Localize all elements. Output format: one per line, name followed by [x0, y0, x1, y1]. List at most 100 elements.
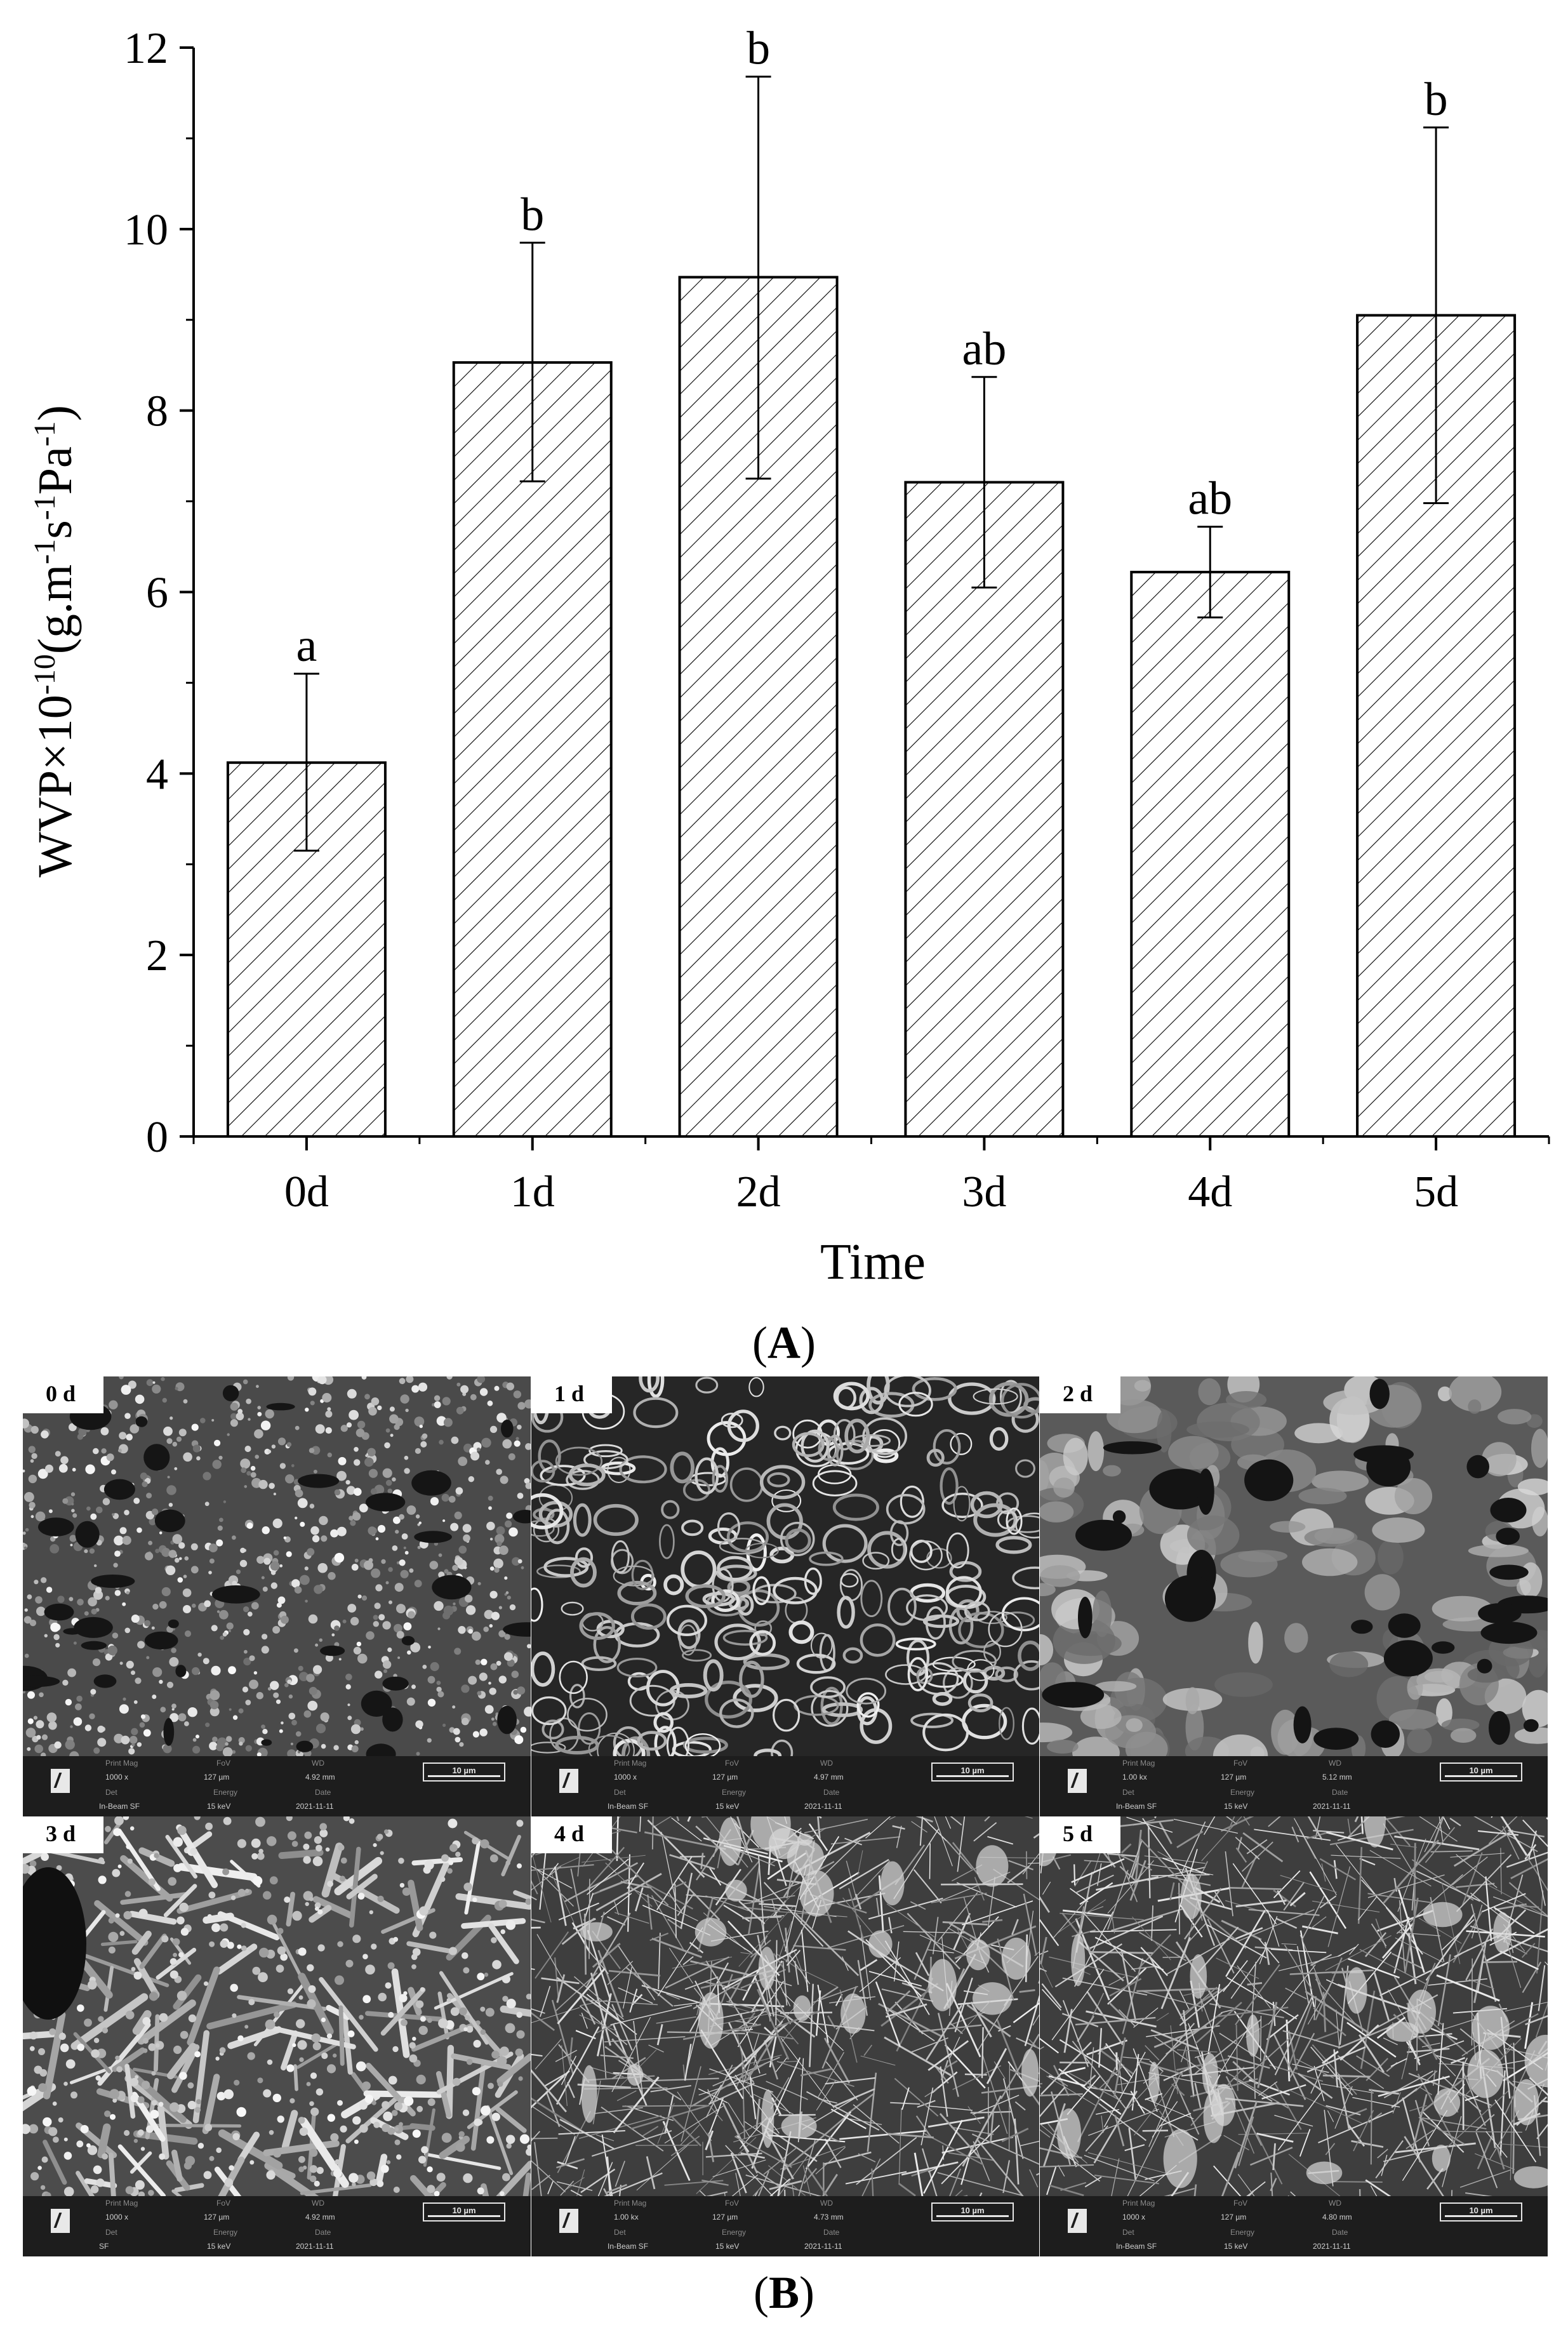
sem-info-value: 2021-11-11 — [804, 2242, 842, 2251]
y-tick-label: 2 — [146, 931, 168, 980]
sem-info-heading: Energy — [722, 1788, 747, 1797]
sem-info-value: 15 keV — [1224, 2242, 1248, 2251]
scale-bar-label: 10 µm — [452, 1766, 476, 1775]
sem-panel-3d: 3 d Print Mag 1000 x FoV 127 µm WD 4.92 mm Det S… — [23, 1816, 531, 2256]
y-tick-label: 0 — [146, 1113, 168, 1162]
sem-info-bar: Print Mag 1.00 kx FoV 127 µm WD 5.12 mm Det In-… — [1040, 1756, 1548, 1816]
sem-info-heading: Det — [105, 2228, 117, 2237]
x-tick-label-1d: 1d — [510, 1168, 555, 1216]
sem-day-label: 3 d — [23, 1816, 104, 1853]
sem-info-value: 4.73 mm — [814, 2213, 844, 2222]
sem-info-bar: Print Mag 1000 x FoV 127 µm WD 4.92 mm Det In-B… — [23, 1756, 531, 1816]
sem-info-value: 2021-11-11 — [296, 1802, 334, 1811]
sem-info-heading: Date — [1332, 1788, 1348, 1797]
scale-bar-line — [936, 1775, 1009, 1777]
sem-panel-0d: 0 d Print Mag 1000 x FoV 127 µm WD 4.92 mm Det I… — [23, 1376, 531, 1816]
sem-info-heading: Print Mag — [105, 2199, 138, 2208]
sem-info-value: 4.80 mm — [1322, 2213, 1352, 2222]
sem-info-value: 1000 x — [105, 1773, 129, 1782]
sem-day-label: 1 d — [531, 1376, 613, 1413]
sem-info-value: 127 µm — [712, 2213, 738, 2222]
scale-bar: 10 µm — [931, 2202, 1014, 2222]
scale-bar-line — [936, 2215, 1009, 2217]
sem-info-value: 1000 x — [1122, 2213, 1146, 2222]
sem-info-value: 4.92 mm — [305, 1773, 335, 1782]
sem-micrograph — [23, 1816, 531, 2196]
sem-info-heading: Energy — [213, 2228, 238, 2237]
sem-info-heading: WD — [1329, 2199, 1341, 2208]
sem-info-value: 1.00 kx — [614, 2213, 639, 2222]
scale-bar-label: 10 µm — [452, 2206, 476, 2215]
sem-info-heading: FoV — [1233, 2199, 1248, 2208]
significance-label-0d: a — [296, 620, 317, 672]
sem-info-value: 127 µm — [204, 2213, 230, 2222]
sem-info-value: In-Beam SF — [608, 1802, 649, 1811]
sem-info-value: 2021-11-11 — [1313, 2242, 1351, 2251]
sem-info-value: 2021-11-11 — [1313, 1802, 1351, 1811]
sem-info-value: 1.00 kx — [1122, 1773, 1147, 1782]
scale-bar: 10 µm — [1440, 1762, 1522, 1782]
scale-bar-label: 10 µm — [960, 2206, 985, 2215]
sem-info-bar: Print Mag 1000 x FoV 127 µm WD 4.97 mm Det In-B… — [531, 1756, 1039, 1816]
sem-info-heading: WD — [312, 2199, 324, 2208]
sem-info-heading: Det — [614, 2228, 626, 2237]
y-tick-label: 6 — [146, 569, 168, 618]
y-axis-title: WVP×10-10(g.m-1s-1Pa-1) — [28, 405, 83, 877]
sem-micrograph — [531, 1816, 1039, 2196]
y-tick-label: 12 — [124, 24, 168, 73]
sem-info-heading: FoV — [1233, 1759, 1248, 1768]
sem-day-label: 5 d — [1040, 1816, 1121, 1853]
sem-micrograph — [531, 1376, 1039, 1756]
instrument-logo-icon — [51, 1769, 70, 1793]
x-tick-label-5d: 5d — [1414, 1168, 1458, 1216]
sem-info-value: 127 µm — [204, 1773, 230, 1782]
instrument-logo-icon — [51, 2209, 70, 2233]
panel-label-a: (A) — [752, 1317, 816, 1368]
sem-info-value: 15 keV — [207, 2242, 231, 2251]
sem-info-value: 15 keV — [715, 2242, 740, 2251]
sem-panel-4d: 4 d Print Mag 1.00 kx FoV 127 µm WD 4.73 mm Det… — [531, 1816, 1039, 2256]
scale-bar-line — [1445, 1775, 1517, 1777]
sem-info-value: 5.12 mm — [1322, 1773, 1352, 1782]
sem-micrograph — [1040, 1376, 1548, 1756]
sem-info-heading: Det — [614, 1788, 626, 1797]
sem-info-heading: Print Mag — [614, 2199, 647, 2208]
sem-info-heading: Date — [823, 2228, 840, 2237]
sem-info-heading: WD — [820, 2199, 833, 2208]
sem-panel-2d: 2 d Print Mag 1.00 kx FoV 127 µm WD 5.12 mm Det… — [1040, 1376, 1548, 1816]
sem-info-heading: Energy — [1230, 2228, 1255, 2237]
sem-info-heading: Print Mag — [105, 1759, 138, 1768]
sem-info-value: 1000 x — [105, 2213, 129, 2222]
x-tick-label-3d: 3d — [962, 1168, 1006, 1216]
sem-info-value: In-Beam SF — [608, 2242, 649, 2251]
sem-info-value: 127 µm — [1221, 1773, 1247, 1782]
sem-info-heading: WD — [312, 1759, 324, 1768]
x-tick-label-4d: 4d — [1188, 1168, 1232, 1216]
sem-info-bar: Print Mag 1000 x FoV 127 µm WD 4.80 mm Det In-B… — [1040, 2196, 1548, 2256]
sem-micrograph — [23, 1376, 531, 1756]
x-tick-label-2d: 2d — [736, 1168, 781, 1216]
sem-info-heading: Date — [315, 2228, 331, 2237]
significance-label-3d: ab — [962, 323, 1006, 375]
sem-info-heading: Print Mag — [1122, 2199, 1155, 2208]
sem-info-heading: FoV — [725, 2199, 740, 2208]
significance-label-2d: b — [747, 23, 770, 75]
sem-day-label: 0 d — [23, 1376, 104, 1413]
significance-label-5d: b — [1425, 74, 1448, 126]
sem-info-heading: Date — [315, 1788, 331, 1797]
sem-info-heading: Energy — [213, 1788, 238, 1797]
sem-info-bar: Print Mag 1000 x FoV 127 µm WD 4.92 mm Det SF En… — [23, 2196, 531, 2256]
x-axis-title: Time — [820, 1234, 926, 1290]
instrument-logo-icon — [559, 1769, 578, 1793]
sem-info-value: 15 keV — [207, 1802, 231, 1811]
sem-info-value: 2021-11-11 — [804, 1802, 842, 1811]
sem-info-heading: Date — [1332, 2228, 1348, 2237]
sem-info-value: In-Beam SF — [1116, 2242, 1157, 2251]
scale-bar: 10 µm — [931, 1762, 1014, 1782]
significance-label-4d: ab — [1188, 473, 1232, 525]
sem-info-heading: Det — [105, 1788, 117, 1797]
sem-info-heading: Energy — [1230, 1788, 1255, 1797]
sem-image-grid: 0 d Print Mag 1000 x FoV 127 µm WD 4.92 mm Det I… — [23, 1376, 1548, 2256]
sem-info-heading: FoV — [725, 1759, 740, 1768]
sem-micrograph — [1040, 1816, 1548, 2196]
